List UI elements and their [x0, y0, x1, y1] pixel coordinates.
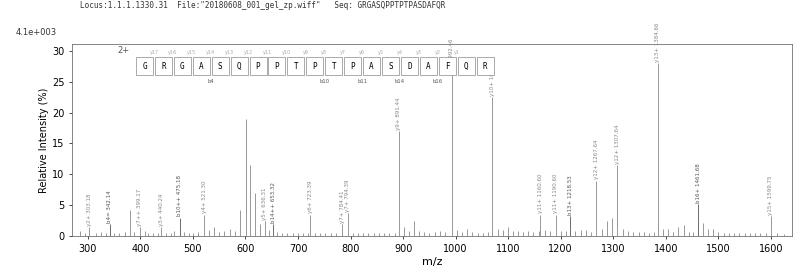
Text: y10: y10: [282, 50, 291, 55]
Text: A: A: [199, 62, 203, 71]
Text: T: T: [294, 62, 298, 71]
Bar: [212, 58, 229, 75]
Text: Q: Q: [237, 62, 242, 71]
Text: S: S: [218, 62, 222, 71]
Text: b11: b11: [357, 78, 367, 83]
Text: b10++ 475.18: b10++ 475.18: [178, 175, 182, 217]
Text: y11+ 1190.60: y11+ 1190.60: [554, 174, 558, 214]
Text: y4+ 521.30: y4+ 521.30: [202, 181, 206, 214]
Text: b14++ 653.32: b14++ 653.32: [271, 182, 276, 223]
Text: b10: b10: [319, 78, 330, 83]
Text: P: P: [313, 62, 317, 71]
Text: D: D: [407, 62, 412, 71]
Text: R: R: [482, 62, 487, 71]
Bar: [382, 58, 399, 75]
Text: y5+ 636.31: y5+ 636.31: [262, 187, 267, 220]
Text: y15: y15: [187, 50, 196, 55]
Bar: [250, 58, 266, 75]
Text: y12+ 1307.64: y12+ 1307.64: [615, 124, 620, 164]
Text: y13+ 1384.66: y13+ 1384.66: [655, 22, 660, 62]
Text: b13+ 1218.53: b13+ 1218.53: [568, 175, 573, 215]
Text: G: G: [180, 62, 185, 71]
Y-axis label: Relative Intensity (%): Relative Intensity (%): [39, 88, 49, 193]
Text: y4: y4: [397, 50, 403, 55]
Bar: [287, 58, 304, 75]
Text: b16: b16: [433, 78, 443, 83]
Text: y9: y9: [302, 50, 308, 55]
Text: Locus:1.1.1.1330.31  File:"20180608_001_gel_zp.wiff"   Seq: GRGASQPPTPTPASDAFQR: Locus:1.1.1.1330.31 File:"20180608_001_g…: [80, 1, 446, 10]
Text: y14: y14: [206, 50, 215, 55]
Text: y6+ 723.39: y6+ 723.39: [308, 181, 313, 214]
Text: P: P: [274, 62, 279, 71]
Bar: [438, 58, 456, 75]
Text: y2: y2: [434, 50, 441, 55]
Bar: [230, 58, 248, 75]
Text: y16: y16: [168, 50, 178, 55]
Text: 2+: 2+: [118, 46, 130, 55]
Text: y3+ 440.24: y3+ 440.24: [159, 193, 164, 226]
Bar: [420, 58, 437, 75]
Text: y7+ 784.41: y7+ 784.41: [340, 190, 345, 223]
Bar: [477, 58, 494, 75]
Text: y15+ 1599.75: y15+ 1599.75: [768, 176, 774, 215]
Text: y10+ 1069.53: y10+ 1069.53: [490, 56, 494, 96]
Bar: [136, 58, 153, 75]
Text: y8: y8: [322, 50, 327, 55]
Text: Q: Q: [464, 62, 469, 71]
Text: T: T: [331, 62, 336, 71]
Bar: [458, 58, 474, 75]
Text: y7++ 399.17: y7++ 399.17: [138, 188, 142, 226]
Text: b16+ 1461.68: b16+ 1461.68: [696, 163, 701, 203]
Text: y12+ 1267.64: y12+ 1267.64: [594, 140, 599, 179]
Bar: [193, 58, 210, 75]
Text: G: G: [142, 62, 147, 71]
Text: 4.1e+003: 4.1e+003: [16, 28, 57, 37]
Text: P: P: [350, 62, 355, 71]
Text: y5: y5: [378, 50, 384, 55]
Bar: [363, 58, 380, 75]
Text: y7: y7: [340, 50, 346, 55]
Bar: [269, 58, 286, 75]
Bar: [174, 58, 191, 75]
Text: A: A: [426, 62, 430, 71]
Text: y6: y6: [359, 50, 365, 55]
Bar: [306, 58, 323, 75]
Text: y2+ 303.18: y2+ 303.18: [87, 193, 92, 226]
Text: y11+ 1160.60: y11+ 1160.60: [538, 174, 542, 214]
X-axis label: m/z: m/z: [422, 257, 442, 267]
Text: P: P: [256, 62, 260, 71]
Text: y13: y13: [225, 50, 234, 55]
Text: b4: b4: [207, 78, 214, 83]
Text: y9+ 891.44: y9+ 891.44: [396, 97, 401, 130]
Text: y7+ 794.39: y7+ 794.39: [345, 179, 350, 212]
Text: F: F: [445, 62, 450, 71]
Text: y9+ 992.46: y9+ 992.46: [449, 39, 454, 71]
Bar: [326, 58, 342, 75]
Text: y12: y12: [244, 50, 253, 55]
Text: y3: y3: [416, 50, 422, 55]
Text: y11: y11: [263, 50, 272, 55]
Text: S: S: [388, 62, 393, 71]
Bar: [344, 58, 361, 75]
Bar: [401, 58, 418, 75]
Bar: [155, 58, 172, 75]
Text: b4= 342.14: b4= 342.14: [107, 190, 113, 223]
Text: R: R: [161, 62, 166, 71]
Text: A: A: [370, 62, 374, 71]
Text: b14: b14: [395, 78, 405, 83]
Text: y17: y17: [150, 50, 158, 55]
Text: y1: y1: [454, 50, 460, 55]
